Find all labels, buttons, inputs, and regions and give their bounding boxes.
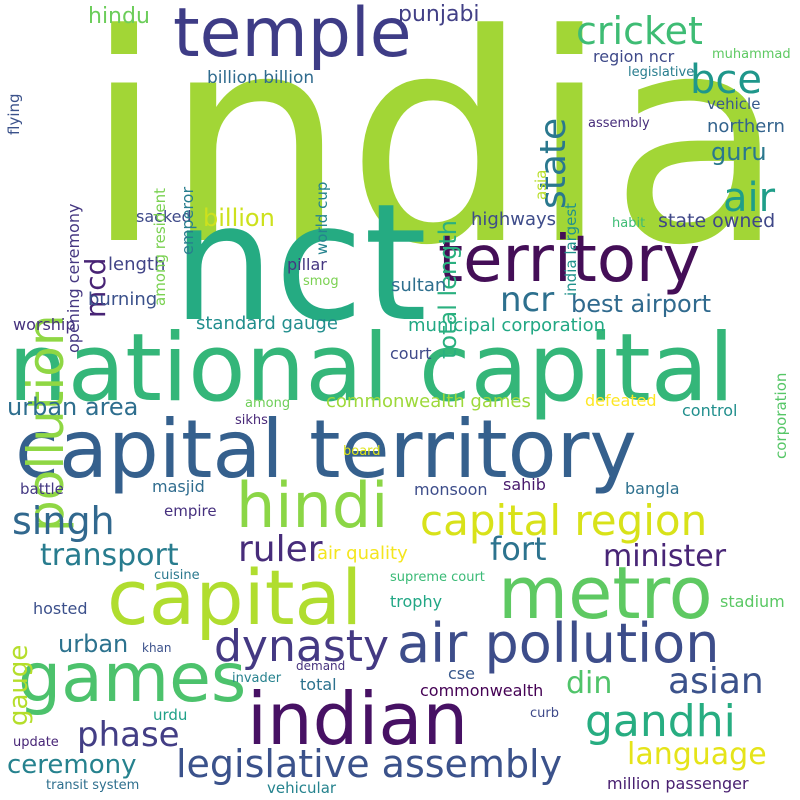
word-stadium: stadium <box>720 592 785 611</box>
word-monsoon: monsoon <box>414 480 488 499</box>
word-supreme-court: supreme court <box>390 570 485 585</box>
word-pillar: pillar <box>287 255 327 274</box>
word-transport: transport <box>40 538 179 573</box>
word-ruler: ruler <box>238 529 323 570</box>
word-billion-billion: billion billion <box>207 68 315 88</box>
word-northern: northern <box>707 116 785 137</box>
word-among: among <box>245 396 291 411</box>
word-vehicular: vehicular <box>267 779 337 797</box>
word-dynasty: dynasty <box>214 621 390 672</box>
word-singh: singh <box>12 499 115 543</box>
word-air: air <box>723 175 776 221</box>
word-urban-area: urban area <box>7 393 139 421</box>
word-ncr: ncr <box>500 280 555 320</box>
word-legislative: legislative <box>628 65 695 80</box>
word-among-resident: among resident <box>151 188 169 306</box>
word-worship: worship <box>13 315 76 334</box>
word-corporation: corporation <box>772 372 790 459</box>
word-commonwealth: commonwealth <box>420 681 544 700</box>
word-phase: phase <box>77 715 180 755</box>
word-cse: cse <box>448 664 475 683</box>
word-demand: demand <box>296 659 346 673</box>
word-flying: flying <box>5 93 23 135</box>
word-india-largest: india largest <box>562 202 580 296</box>
word-commonwealth-games: commonwealth games <box>326 391 531 412</box>
word-khan: khan <box>142 641 172 655</box>
word-nct: nct <box>172 170 428 358</box>
word-urban: urban <box>58 630 129 658</box>
word-vehicle: vehicle <box>707 95 761 113</box>
word-opening-ceremony: opening ceremony <box>64 203 83 353</box>
word-million-passenger: million passenger <box>607 774 749 793</box>
word-curb: curb <box>530 706 559 721</box>
word-hosted: hosted <box>33 599 88 618</box>
word-transit-system: transit system <box>46 778 140 793</box>
word-highways: highways <box>471 209 557 230</box>
word-habit: habit <box>612 216 646 231</box>
word-defeated: defeated <box>585 391 657 410</box>
word-region-ncr: region ncr <box>593 47 675 66</box>
word-invader: invader <box>232 671 282 686</box>
word-best-airport: best airport <box>571 290 711 318</box>
word-punjabi: punjabi <box>398 2 480 27</box>
word-state-owned: state owned <box>658 210 776 232</box>
word-legislative-assembly: legislative assembly <box>176 742 563 786</box>
word-guru: guru <box>711 138 767 166</box>
word-standard-gauge: standard gauge <box>196 313 338 334</box>
word-capital-territory: capital territory <box>15 403 637 496</box>
word-territory: territory <box>438 223 701 297</box>
word-bce: bce <box>690 57 762 103</box>
word-indian: indian <box>247 677 469 761</box>
word-hindu: hindu <box>88 4 150 29</box>
word-total: total <box>300 675 337 694</box>
word-air-pollution: air pollution <box>397 612 720 675</box>
word-minister: minister <box>603 539 727 574</box>
word-billion: billion <box>203 204 275 232</box>
word-metro: metro <box>498 551 713 635</box>
word-control: control <box>682 401 738 420</box>
word-games: games <box>18 639 247 718</box>
word-court: court <box>390 344 432 363</box>
word-municipal-corporation: municipal corporation <box>408 315 606 336</box>
word-board: board <box>343 444 381 459</box>
word-national-capital: national capital <box>8 314 735 423</box>
word-smog: smog <box>303 274 339 289</box>
word-length: length <box>108 254 166 275</box>
word-cuisine: cuisine <box>154 568 200 583</box>
word-hindi: hindi <box>236 469 389 542</box>
word-capital-region: capital region <box>420 496 708 545</box>
word-sacked: sacked <box>136 207 192 226</box>
word-emperor: emperor <box>178 186 197 255</box>
word-assembly: assembly <box>588 116 650 131</box>
word-asia: asia <box>532 169 550 200</box>
word-sikhs: sikhs <box>235 413 268 428</box>
word-temple: temple <box>173 0 412 73</box>
word-world-cup: world cup <box>313 181 331 255</box>
word-gauge: gauge <box>4 644 34 726</box>
word-cricket: cricket <box>576 9 703 53</box>
word-capital: capital <box>107 553 363 642</box>
word-battle: battle <box>20 480 64 498</box>
word-din: din <box>566 666 613 701</box>
word-asian: asian <box>668 661 764 702</box>
word-ceremony: ceremony <box>7 750 137 780</box>
word-update: update <box>13 735 59 750</box>
word-masjid: masjid <box>152 477 205 496</box>
word-air-quality: air quality <box>317 543 408 564</box>
word-sultan: sultan <box>391 275 447 296</box>
word-trophy: trophy <box>390 592 443 611</box>
word-muhammad: muhammad <box>712 47 791 62</box>
word-fort: fort <box>490 530 547 568</box>
word-india: india <box>84 0 786 308</box>
word-urdu: urdu <box>153 706 188 724</box>
word-empire: empire <box>164 502 217 520</box>
word-language: language <box>627 737 767 772</box>
word-bangla: bangla <box>625 479 680 498</box>
word-gandhi: gandhi <box>585 696 736 747</box>
word-burning: burning <box>88 289 158 310</box>
word-sahib: sahib <box>503 475 546 494</box>
